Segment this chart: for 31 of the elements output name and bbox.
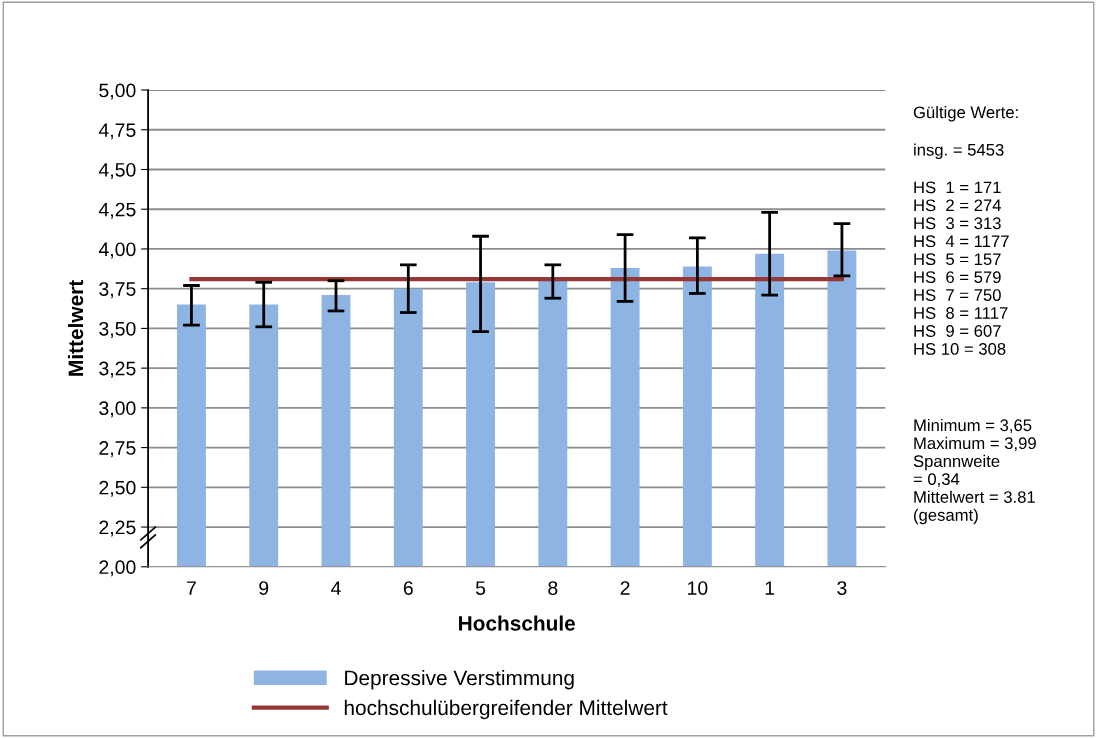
x-tick-label: 10 <box>688 581 708 595</box>
y-tick-label: 3,75 <box>99 282 136 299</box>
x-tick-label: 3 <box>837 581 847 595</box>
x-tick-label: 1 <box>765 581 775 595</box>
y-tick-label: 3,00 <box>99 401 136 418</box>
text: insg. = 5453 <box>914 143 1004 160</box>
y-tick-label: 3,25 <box>99 361 136 378</box>
y-tick-label: 4,25 <box>98 202 136 219</box>
y-tick-label: 4,75 <box>98 123 136 140</box>
legend-label: hochschulübergreifender Mittelwert <box>344 699 668 720</box>
x-tick-label: 9 <box>259 581 269 595</box>
y-tick-label: 5,00 <box>99 83 136 100</box>
y-tick-label: 2,50 <box>99 480 136 497</box>
text: Gültige Werte: <box>913 106 1018 122</box>
y-tick-label: 4,50 <box>98 162 136 180</box>
x-tick-label: 4 <box>331 581 341 595</box>
x-tick-label: 2 <box>620 581 630 595</box>
y-tick-label: 2,00 <box>99 560 136 577</box>
y-axis-title: Mittelwert <box>67 280 84 376</box>
text: HS 1 = 171 HS 2 = 274 HS 3 = 313 HS 4 = 1177 HS 5 = 157 HS 6 = 579 HS 7 = 750 HS 8 = 1117 HS 9 = 607 HS 10 = 308 <box>914 181 1009 355</box>
x-tick-label: 5 <box>475 581 486 595</box>
x-tick-label: 6 <box>403 581 413 595</box>
x-tick-label: 8 <box>548 581 558 595</box>
legend-label: Depressive Verstimmung <box>345 669 574 690</box>
x-tick-label: 7 <box>187 581 196 595</box>
text: Minimum = 3,65 Maximum = 3,99 Spannweite = 0,34 Mittelwert = 3.81 (gesamt) <box>913 418 1036 525</box>
y-tick-label: 2,75 <box>99 441 136 458</box>
y-tick-label: 2,25 <box>99 520 136 537</box>
x-axis-title: Hochschule <box>459 615 576 631</box>
y-tick-label: 3,50 <box>99 321 136 338</box>
y-tick-label: 4,00 <box>98 242 136 259</box>
